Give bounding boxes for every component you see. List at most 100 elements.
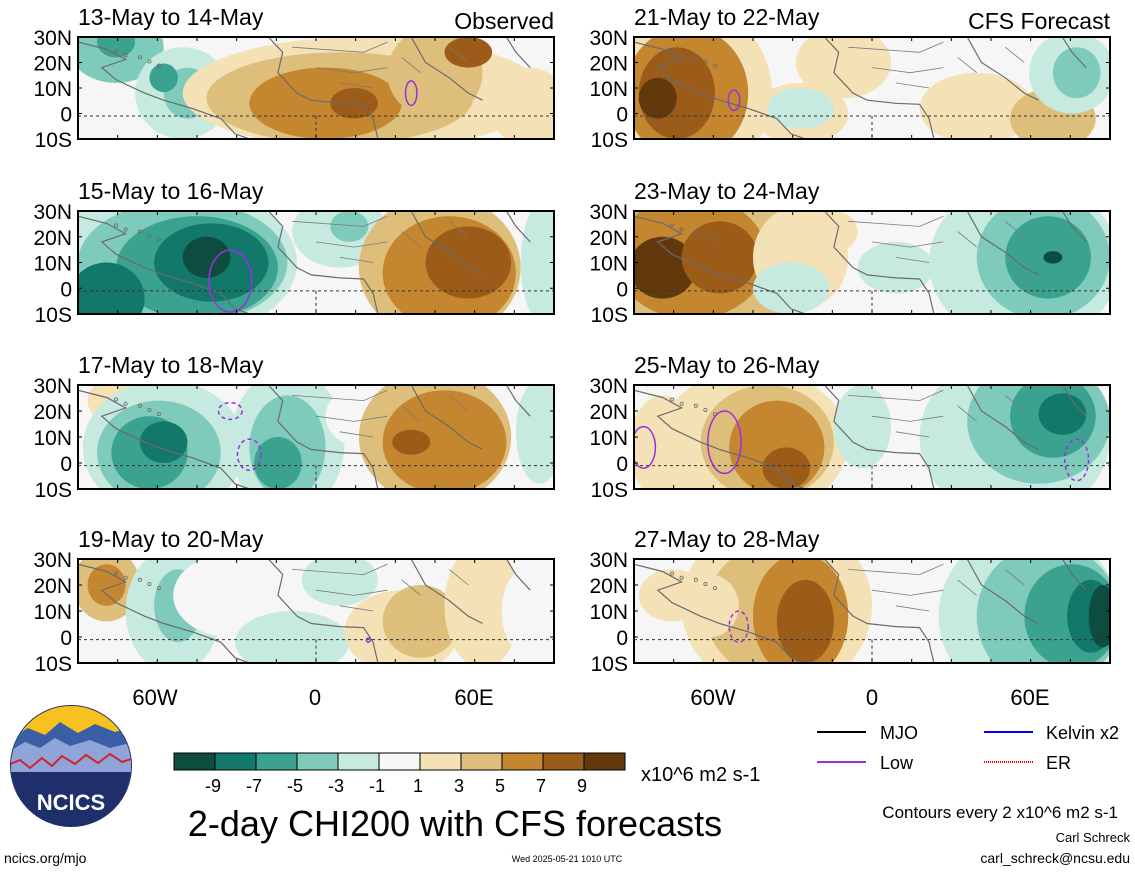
map-ticks bbox=[77, 210, 555, 315]
island bbox=[156, 237, 161, 242]
lon-label-60w: 60W bbox=[132, 685, 177, 710]
lat-label: 0 bbox=[60, 627, 72, 650]
site-url: ncics.org/mjo bbox=[4, 850, 87, 866]
colorbar-swatch bbox=[337, 752, 380, 771]
map-ticks bbox=[77, 384, 555, 490]
anomaly-region bbox=[87, 564, 126, 606]
colorbar-tick-label: -5 bbox=[287, 776, 303, 796]
map-ticks bbox=[633, 384, 1111, 490]
island bbox=[147, 407, 152, 412]
island bbox=[703, 581, 708, 586]
anomaly-field bbox=[78, 559, 554, 663]
legend-label-mjo: MJO bbox=[880, 723, 918, 743]
lon-label-60w: 60W bbox=[690, 685, 735, 710]
anomaly-region bbox=[444, 559, 521, 663]
colorbar-tick-label: 9 bbox=[577, 776, 587, 796]
island bbox=[123, 227, 128, 232]
lat-label: 30N bbox=[589, 27, 628, 50]
colorbar-tick-label: -9 bbox=[205, 776, 221, 796]
island bbox=[693, 403, 698, 408]
colorbar-swatch bbox=[214, 752, 257, 771]
anomaly-field bbox=[634, 211, 1110, 314]
island bbox=[147, 581, 152, 586]
lon-label-60e: 60E bbox=[1010, 685, 1049, 710]
coastline bbox=[823, 211, 1087, 314]
colorbar-tick-label: 1 bbox=[413, 776, 423, 796]
lat-label: 0 bbox=[60, 104, 72, 127]
panel-kind-label: CFS Forecast bbox=[968, 8, 1110, 34]
island bbox=[156, 63, 161, 68]
lat-label: 10N bbox=[589, 601, 628, 624]
panel-title: 23-May to 24-May bbox=[634, 178, 820, 204]
anomaly-region bbox=[681, 221, 758, 294]
anomaly-field bbox=[634, 559, 1110, 663]
map-ticks bbox=[77, 558, 555, 664]
coastline bbox=[634, 215, 806, 314]
lon-labels-right: 60W 0 60E bbox=[690, 685, 1049, 710]
anomaly-region bbox=[492, 67, 554, 139]
island bbox=[156, 586, 161, 591]
coastline bbox=[634, 563, 806, 663]
anomaly-region bbox=[515, 385, 554, 484]
lat-label: 0 bbox=[60, 453, 72, 476]
lat-label: 10N bbox=[33, 78, 72, 101]
lat-label: 10N bbox=[33, 427, 72, 450]
anomaly-region bbox=[638, 77, 677, 119]
country-borders bbox=[848, 41, 1025, 89]
lat-label: 10S bbox=[591, 304, 628, 327]
anomaly-region bbox=[182, 236, 231, 278]
map-ticks bbox=[633, 558, 1111, 664]
author-name: Carl Schreck bbox=[1056, 830, 1131, 845]
island bbox=[123, 575, 128, 580]
low-contour bbox=[1064, 438, 1090, 482]
map-panel: 30N 20N 10N 0 10S 25-May to 26-May bbox=[589, 352, 1111, 502]
lat-label: 10N bbox=[33, 601, 72, 624]
anomaly-region bbox=[634, 236, 696, 299]
lat-label: 30N bbox=[589, 201, 628, 224]
coastline bbox=[634, 389, 806, 489]
anomaly-region bbox=[762, 447, 811, 489]
anomaly-region bbox=[330, 211, 369, 242]
country-borders bbox=[292, 389, 469, 438]
lat-label: 10S bbox=[35, 653, 72, 676]
anomaly-region bbox=[919, 72, 1034, 139]
colorbar-swatch bbox=[501, 752, 544, 771]
colorbar-swatch bbox=[583, 752, 626, 771]
colorbar-units: x10^6 m2 s-1 bbox=[641, 764, 760, 786]
lat-label: 0 bbox=[616, 453, 628, 476]
panel-title: 21-May to 22-May bbox=[634, 4, 820, 30]
lat-label: 0 bbox=[616, 278, 628, 301]
panel-title: 13-May to 14-May bbox=[78, 4, 264, 30]
coastline bbox=[823, 559, 1087, 663]
colorbar-swatch bbox=[542, 752, 585, 771]
anomaly-region bbox=[833, 385, 892, 469]
anomaly-region bbox=[681, 574, 739, 637]
map-panel: 30N 20N 10N 0 10S 19-May to 20-May bbox=[33, 526, 555, 676]
coastline bbox=[78, 563, 250, 663]
colorbar-swatch bbox=[460, 752, 503, 771]
map-ticks bbox=[633, 36, 1111, 140]
colorbar-tick-label: -1 bbox=[369, 776, 385, 796]
country-borders bbox=[292, 563, 469, 612]
island bbox=[679, 53, 684, 58]
lat-label: 0 bbox=[60, 278, 72, 301]
island bbox=[679, 227, 684, 232]
lat-label: 10N bbox=[33, 253, 72, 276]
colorbar-tick-label: 3 bbox=[454, 776, 464, 796]
lat-label: 20N bbox=[33, 53, 72, 76]
anomaly-region bbox=[97, 37, 136, 58]
anomaly-region bbox=[1088, 585, 1110, 648]
island bbox=[679, 401, 684, 406]
island bbox=[679, 575, 684, 580]
anomaly-region bbox=[78, 262, 145, 314]
lat-label: 20N bbox=[589, 227, 628, 250]
island bbox=[712, 63, 717, 68]
lat-label: 30N bbox=[589, 549, 628, 572]
anomaly-region bbox=[501, 569, 550, 653]
legend-label-er: ER bbox=[1046, 753, 1071, 773]
anomaly-region bbox=[392, 429, 431, 455]
low-contour bbox=[208, 249, 253, 313]
